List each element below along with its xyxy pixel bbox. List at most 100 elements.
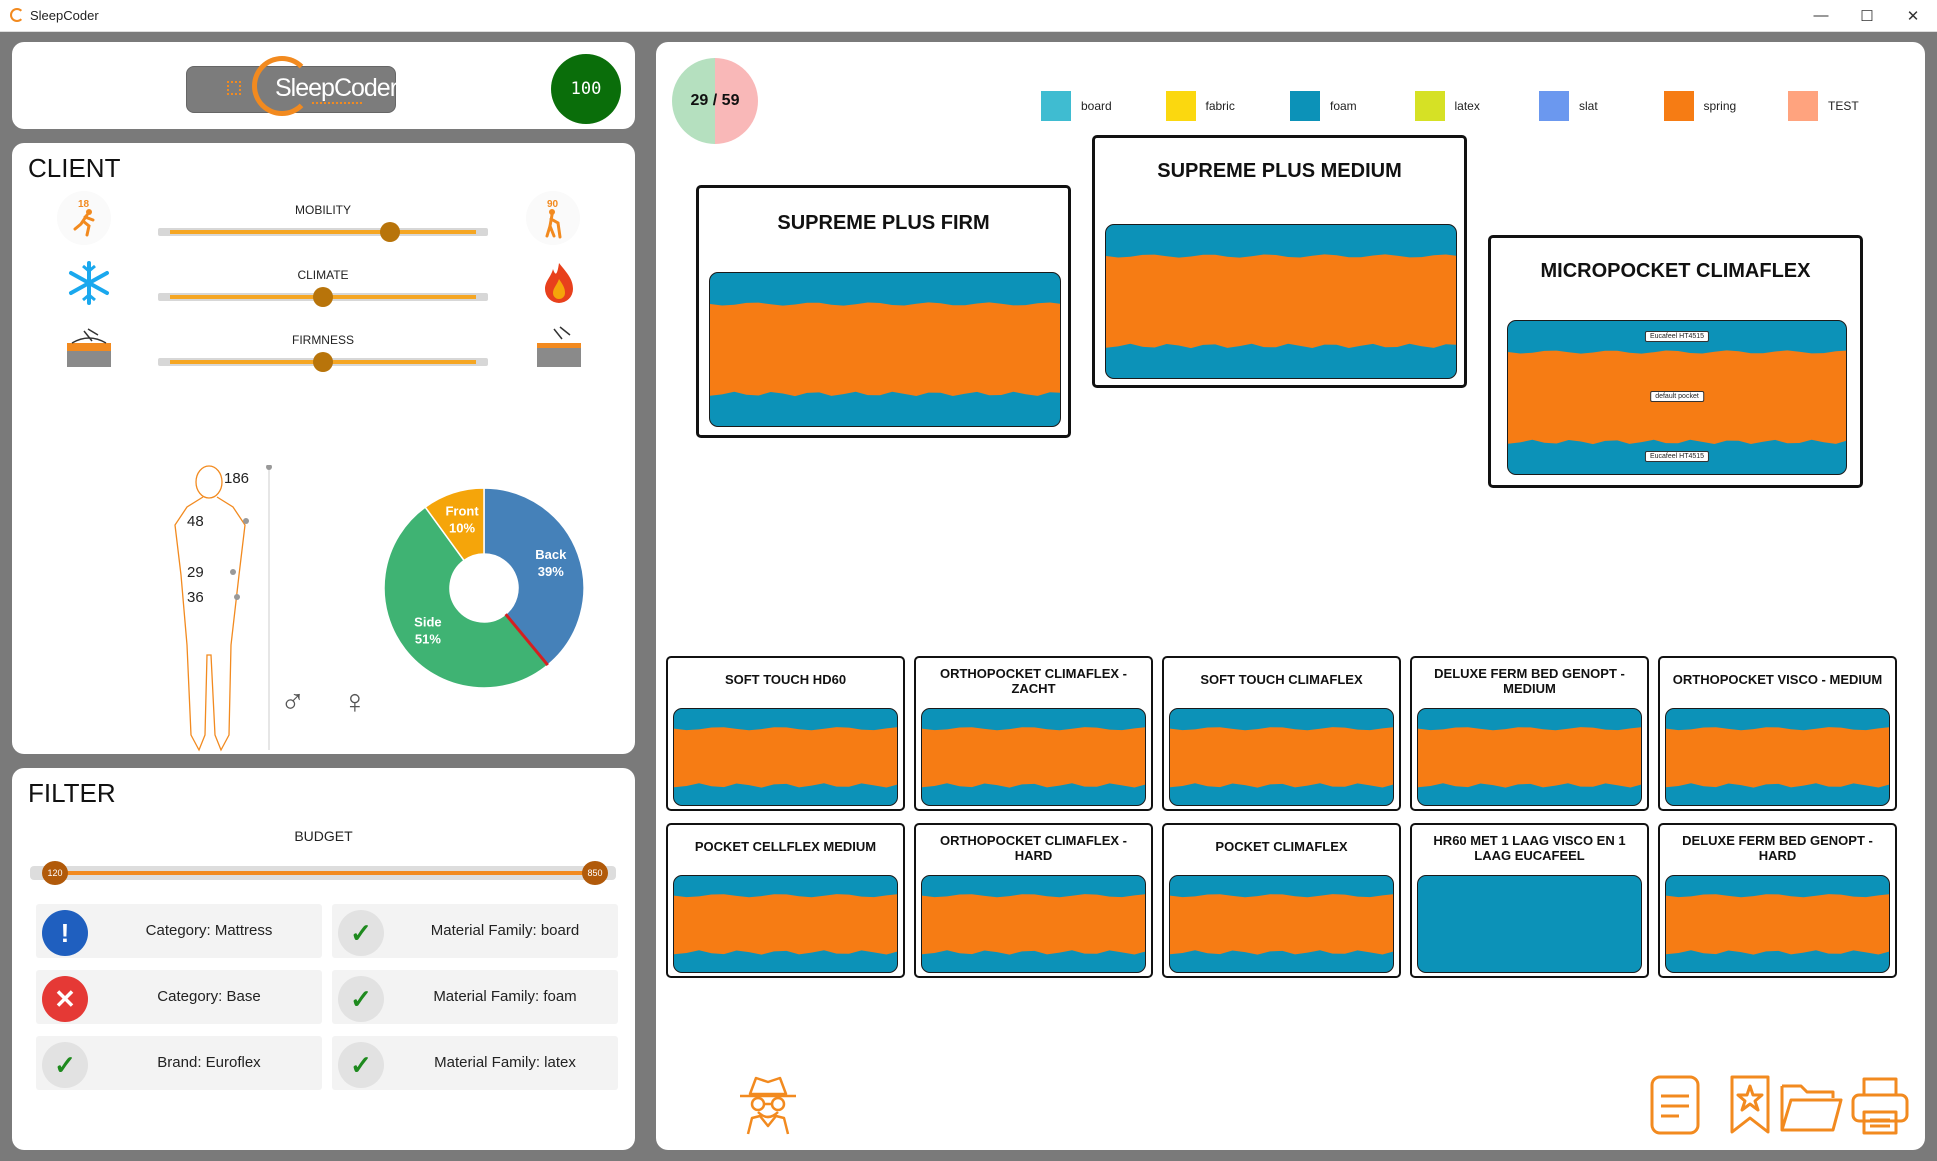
budget-max-thumb[interactable]: 850 bbox=[582, 861, 608, 885]
mattress-layers bbox=[673, 708, 898, 806]
slice-back[interactable] bbox=[483, 488, 584, 667]
climate-slider-thumb[interactable] bbox=[313, 287, 333, 307]
slice-divider bbox=[504, 613, 549, 667]
legend-label: foam bbox=[1330, 99, 1357, 113]
age-max-label: 90 bbox=[547, 199, 559, 210]
chest-value: 48 bbox=[187, 513, 204, 530]
alert-icon[interactable]: ! bbox=[42, 910, 88, 956]
client-panel: CLIENT 18 90 MOBILITY bbox=[12, 143, 635, 754]
mattress-card[interactable]: POCKET CLIMAFLEX bbox=[1162, 823, 1401, 978]
legend-label: latex bbox=[1454, 99, 1480, 113]
filter-item[interactable]: ✕ Category: Base bbox=[36, 970, 322, 1024]
elderly-icon: 90 bbox=[526, 191, 580, 245]
mattress-card[interactable]: DELUXE FERM BED GENOPT - HARD bbox=[1658, 823, 1897, 978]
budget-min-thumb[interactable]: 120 bbox=[42, 861, 68, 885]
layer-label: Eucafeel HT4515 bbox=[1644, 451, 1710, 462]
mattress-card-title: POCKET CELLFLEX MEDIUM bbox=[694, 839, 877, 854]
mattress-card-title: DELUXE FERM BED GENOPT - HARD bbox=[1682, 833, 1873, 863]
mobility-slider-thumb[interactable] bbox=[380, 222, 401, 242]
firmness-slider[interactable] bbox=[158, 352, 488, 372]
mattress-card[interactable]: ORTHOPOCKET CLIMAFLEX - HARD bbox=[914, 823, 1153, 978]
window-title: SleepCoder bbox=[30, 8, 99, 23]
climate-slider[interactable] bbox=[158, 287, 488, 307]
legend-label: fabric bbox=[1205, 99, 1235, 113]
slice-label: 10% bbox=[449, 520, 475, 535]
filter-item-label: Category: Base bbox=[157, 988, 261, 1005]
mattress-card[interactable]: ORTHOPOCKET VISCO - MEDIUM bbox=[1658, 656, 1897, 811]
mattress-card-title: ORTHOPOCKET VISCO - MEDIUM bbox=[1672, 672, 1883, 687]
logo-text: SleepCoder bbox=[275, 74, 398, 102]
filter-item[interactable]: ✓ Brand: Euroflex bbox=[36, 1036, 322, 1090]
score-badge: 100 bbox=[551, 54, 621, 124]
check-icon[interactable]: ✓ bbox=[42, 1042, 88, 1088]
runner-icon: 18 bbox=[57, 191, 111, 245]
legend-label: board bbox=[1081, 99, 1112, 113]
mobility-slider[interactable] bbox=[158, 222, 488, 242]
mattress-card[interactable]: SUPREME PLUS MEDIUM bbox=[1092, 135, 1467, 388]
mattress-layers bbox=[1665, 875, 1890, 973]
check-icon[interactable]: ✓ bbox=[338, 910, 384, 956]
folder-icon[interactable] bbox=[1779, 1078, 1843, 1134]
firmness-slider-thumb[interactable] bbox=[313, 352, 333, 372]
mattress-card[interactable]: MICROPOCKET CLIMAFLEX Eucafeel HT4515 defa… bbox=[1488, 235, 1863, 488]
body-figure bbox=[174, 465, 272, 752]
firmness-label: FIRMNESS bbox=[291, 333, 354, 347]
mattress-layers bbox=[921, 708, 1146, 806]
mattress-card-title: ORTHOPOCKET CLIMAFLEX - HARD bbox=[939, 833, 1128, 863]
filter-item[interactable]: ! Category: Mattress bbox=[36, 904, 322, 958]
legend-label: spring bbox=[1703, 99, 1737, 113]
mattress-layers bbox=[1417, 708, 1642, 806]
mattress-card[interactable]: SOFT TOUCH HD60 bbox=[666, 656, 905, 811]
minimize-button[interactable]: — bbox=[1813, 7, 1829, 24]
mattress-layers bbox=[1417, 875, 1642, 973]
mattress-layers bbox=[673, 875, 898, 973]
slice-label: 51% bbox=[415, 631, 441, 646]
mattress-card[interactable]: ORTHOPOCKET CLIMAFLEX - ZACHT bbox=[914, 656, 1153, 811]
slice-front[interactable] bbox=[424, 488, 485, 562]
age-min-label: 18 bbox=[78, 199, 90, 210]
mattress-card[interactable]: SOFT TOUCH CLIMAFLEX bbox=[1162, 656, 1401, 811]
mattress-card[interactable]: POCKET CELLFLEX MEDIUM bbox=[666, 823, 905, 978]
legend-swatch bbox=[1041, 91, 1071, 121]
document-icon[interactable] bbox=[1649, 1074, 1701, 1136]
legend-swatch bbox=[1290, 91, 1320, 121]
client-title: CLIENT bbox=[28, 153, 121, 183]
filter-item[interactable]: ✓ Material Family: foam bbox=[332, 970, 618, 1024]
layer-label: Eucafeel HT4515 bbox=[1644, 331, 1710, 342]
sleep-position-chart[interactable]: Back 39% Side 51% Front 10% bbox=[384, 488, 584, 688]
sleepcoder-logo: SleepCoder bbox=[186, 56, 398, 116]
incognito-icon[interactable] bbox=[736, 1072, 800, 1136]
mattress-layers bbox=[1169, 875, 1394, 973]
mattress-card-title: SUPREME PLUS MEDIUM bbox=[1157, 160, 1402, 182]
maximize-button[interactable]: ☐ bbox=[1860, 7, 1874, 25]
snowflake-icon bbox=[64, 258, 114, 308]
mattress-card[interactable]: SUPREME PLUS FIRM bbox=[696, 185, 1071, 438]
remove-icon[interactable]: ✕ bbox=[42, 976, 88, 1022]
filter-item[interactable]: ✓ Material Family: latex bbox=[332, 1036, 618, 1090]
female-gender-button[interactable]: ♀ bbox=[342, 683, 368, 721]
male-gender-button[interactable]: ♂ bbox=[280, 683, 306, 721]
mobility-label: MOBILITY bbox=[294, 203, 351, 217]
climate-label: CLIMATE bbox=[297, 268, 349, 282]
app-logo-icon bbox=[10, 8, 24, 22]
slice-side[interactable] bbox=[384, 506, 549, 688]
filter-item-label: Material Family: latex bbox=[434, 1054, 576, 1071]
mattress-card[interactable]: DELUXE FERM BED GENOPT - MEDIUM bbox=[1410, 656, 1649, 811]
mattress-layers bbox=[921, 875, 1146, 973]
bookmark-icon[interactable] bbox=[1728, 1074, 1772, 1136]
mattress-layers bbox=[1665, 708, 1890, 806]
check-icon[interactable]: ✓ bbox=[338, 1042, 384, 1088]
printer-icon[interactable] bbox=[1850, 1076, 1910, 1136]
budget-slider[interactable]: 120 850 bbox=[30, 861, 616, 885]
filter-item[interactable]: ✓ Material Family: board bbox=[332, 904, 618, 958]
filter-item-label: Brand: Euroflex bbox=[157, 1054, 261, 1071]
mattress-layers: Eucafeel HT4515 default pocket Eucafeel HT… bbox=[1507, 320, 1847, 475]
budget-label: BUDGET bbox=[294, 828, 353, 844]
filter-panel: FILTER BUDGET 120 850 ! Category: Mattres… bbox=[12, 768, 635, 1150]
mattress-card[interactable]: HR60 MET 1 LAAG VISCO EN 1 LAAG EUCAFEEL bbox=[1410, 823, 1649, 978]
firm-mattress-icon bbox=[534, 323, 584, 373]
close-button[interactable]: ✕ bbox=[1906, 7, 1920, 25]
check-icon[interactable]: ✓ bbox=[338, 976, 384, 1022]
filter-item-label: Category: Mattress bbox=[145, 922, 273, 939]
mattress-card-title: DELUXE FERM BED GENOPT - MEDIUM bbox=[1434, 666, 1625, 696]
